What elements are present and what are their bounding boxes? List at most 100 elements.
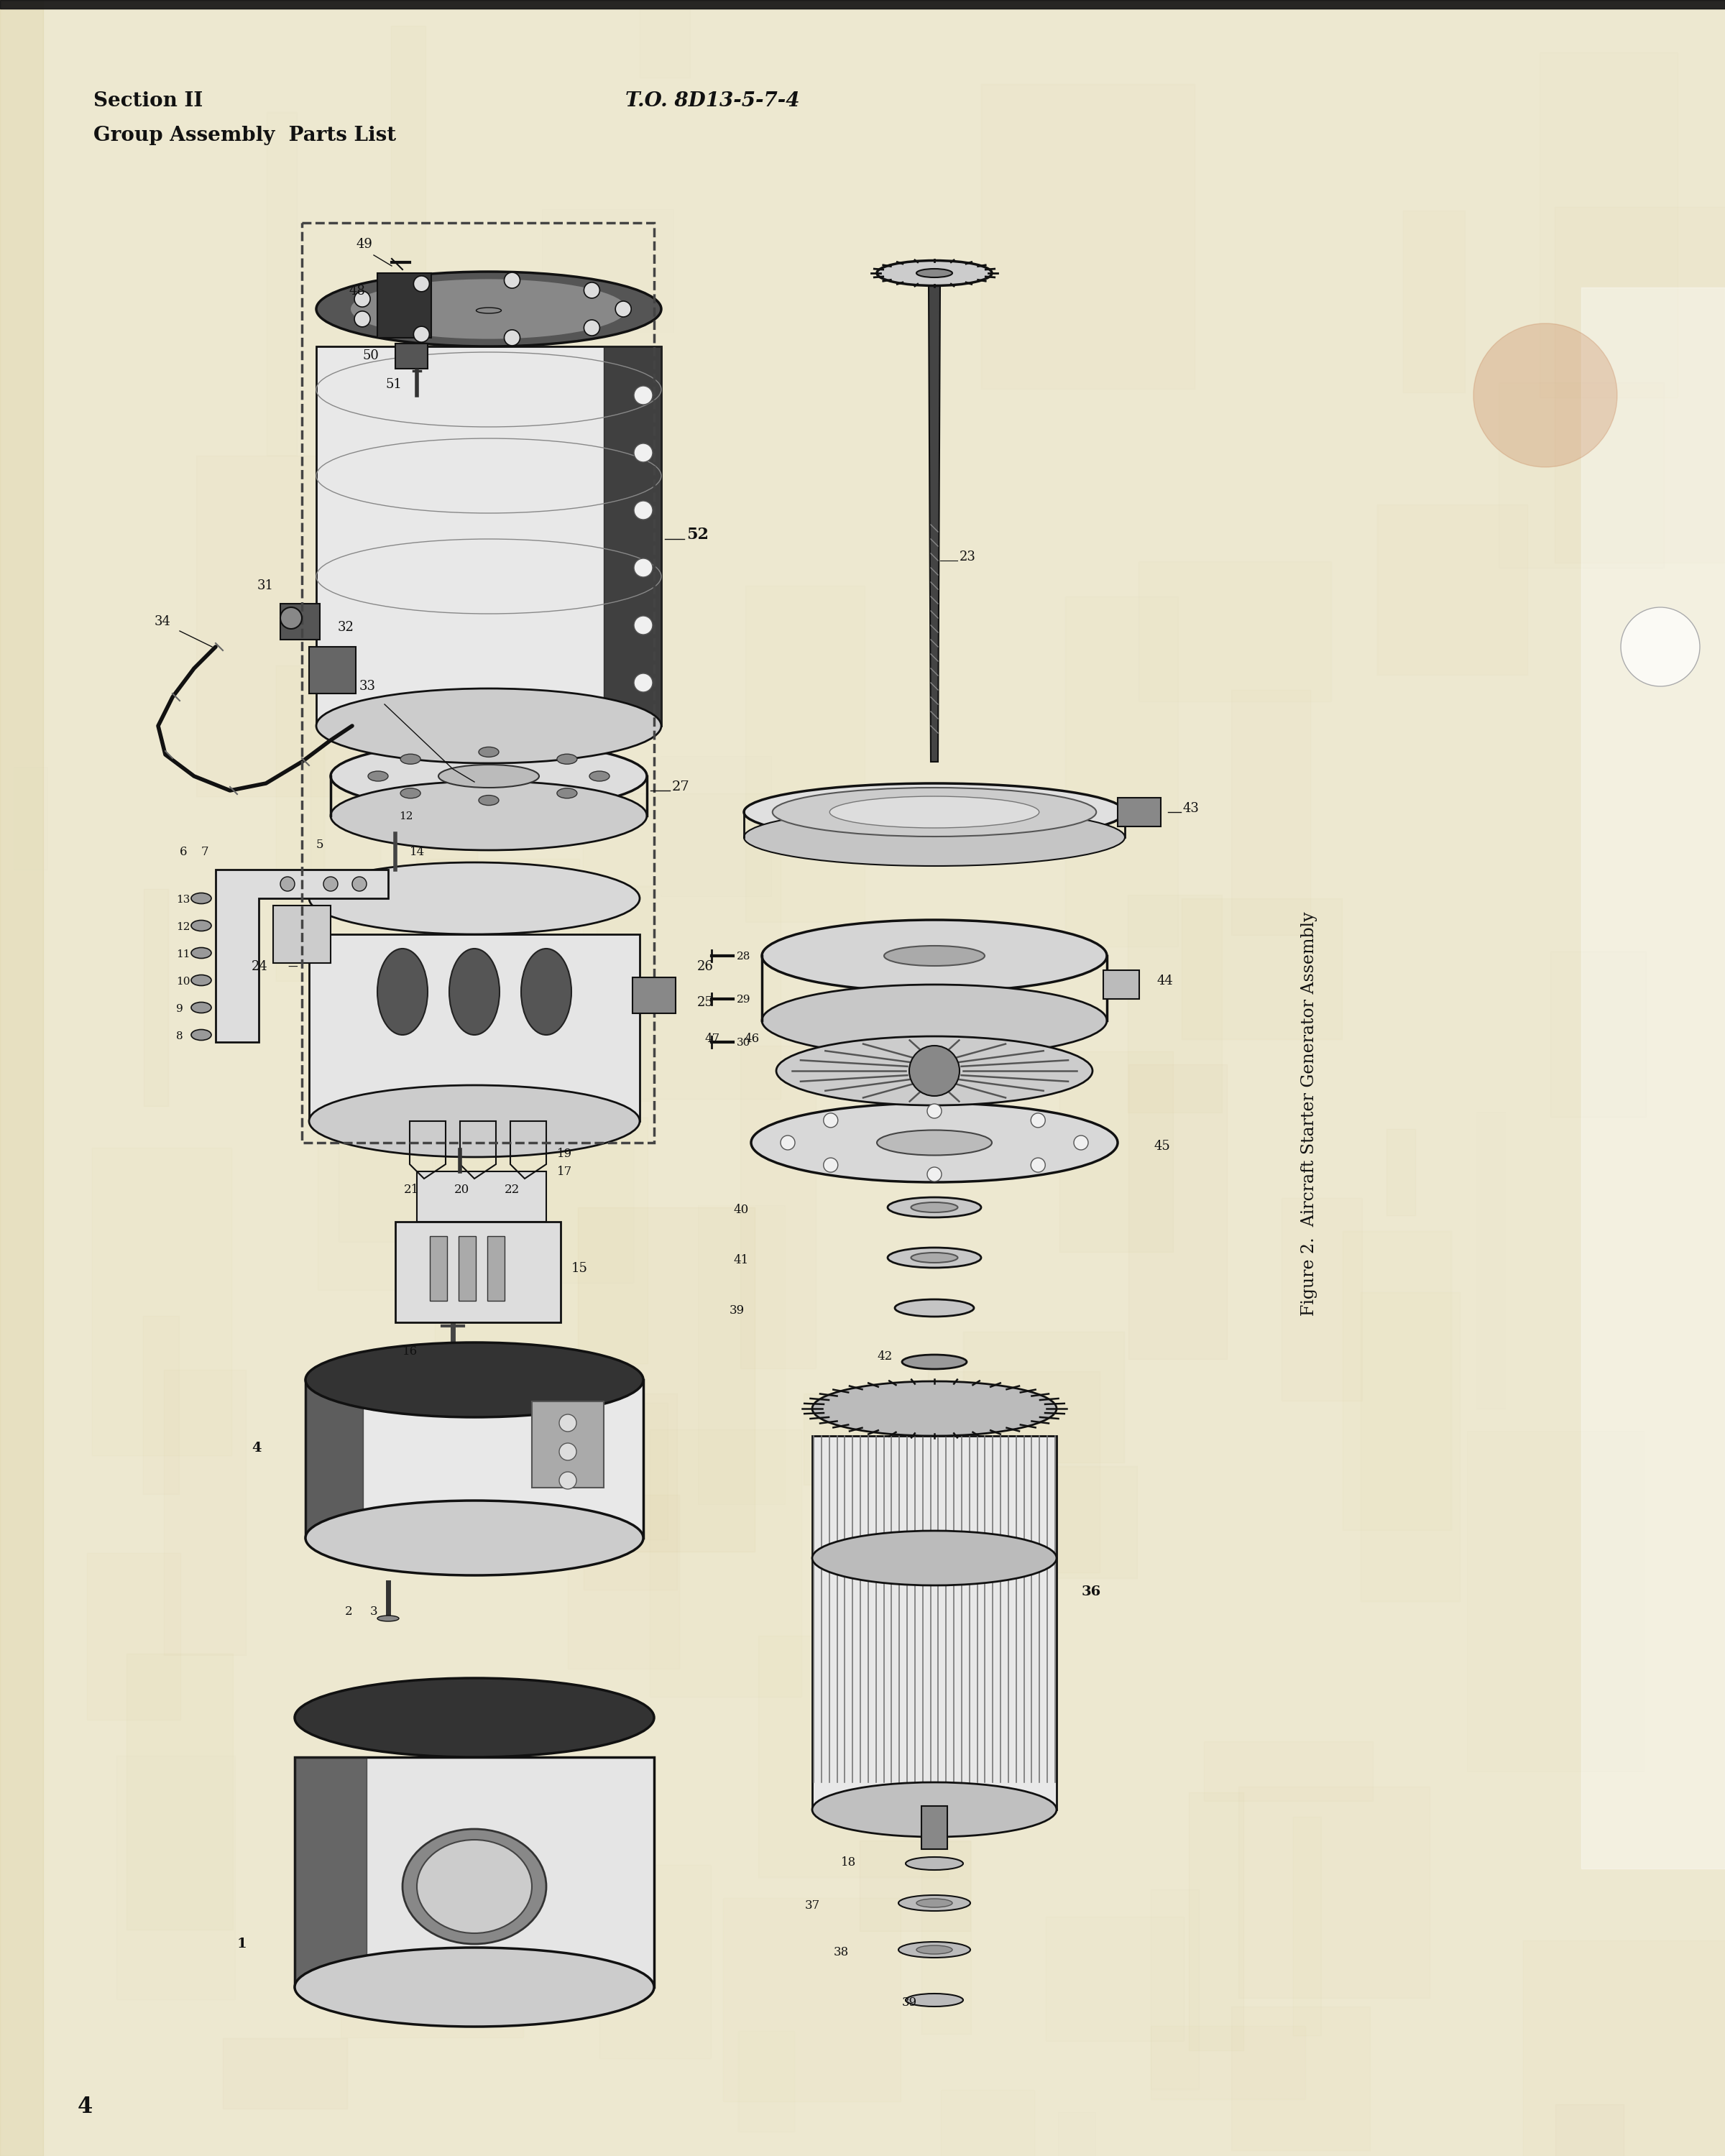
Bar	[1232, 690, 1311, 936]
Bar	[745, 586, 864, 923]
Circle shape	[279, 877, 295, 890]
Text: 51: 51	[385, 377, 402, 390]
Bar	[430, 1235, 447, 1300]
Text: 9: 9	[176, 1005, 183, 1013]
Bar	[1377, 505, 1527, 675]
Bar	[1151, 1889, 1199, 2089]
Ellipse shape	[350, 278, 626, 338]
Bar	[14, 768, 48, 869]
Text: 1: 1	[238, 1938, 247, 1951]
Bar	[392, 26, 426, 341]
Bar	[0, 0, 1725, 9]
Text: 12: 12	[176, 923, 190, 931]
Bar	[940, 2089, 1035, 2156]
Bar	[597, 886, 654, 1102]
Text: 25: 25	[697, 996, 714, 1009]
Bar	[723, 1897, 900, 2102]
Circle shape	[1032, 1158, 1045, 1173]
Ellipse shape	[417, 1839, 531, 1934]
Bar	[295, 1757, 654, 1988]
Bar	[126, 1654, 233, 1930]
Circle shape	[616, 302, 631, 317]
Text: 17: 17	[557, 1166, 573, 1177]
Ellipse shape	[750, 1104, 1118, 1181]
Bar	[1387, 1130, 1416, 1216]
Bar	[738, 2031, 795, 2132]
Bar	[279, 604, 319, 640]
Ellipse shape	[776, 1037, 1092, 1106]
Ellipse shape	[743, 783, 1125, 841]
Circle shape	[559, 1442, 576, 1460]
Ellipse shape	[895, 1300, 975, 1317]
Bar	[583, 793, 780, 1100]
Ellipse shape	[402, 1828, 547, 1945]
Ellipse shape	[476, 308, 502, 313]
Ellipse shape	[400, 755, 421, 763]
Bar	[395, 343, 428, 369]
Ellipse shape	[762, 921, 1107, 992]
Circle shape	[1032, 1112, 1045, 1128]
Bar	[1189, 1792, 1244, 2050]
Text: 8: 8	[176, 1031, 183, 1041]
Bar	[1138, 561, 1332, 701]
Text: 2: 2	[345, 1606, 352, 1617]
Bar	[1499, 382, 1665, 567]
Text: —: —	[288, 962, 297, 972]
Circle shape	[279, 608, 302, 630]
Bar	[633, 977, 676, 1013]
Bar	[276, 666, 324, 981]
Text: 15: 15	[571, 1261, 588, 1274]
Text: 34: 34	[155, 614, 171, 627]
Text: 4: 4	[78, 2096, 93, 2117]
Bar	[197, 455, 366, 796]
Ellipse shape	[888, 1248, 982, 1268]
Text: 24: 24	[252, 959, 267, 972]
Bar	[459, 1235, 476, 1300]
Ellipse shape	[305, 1343, 643, 1416]
Bar	[1239, 1787, 1430, 1999]
Bar	[1554, 2104, 1623, 2156]
Circle shape	[780, 1136, 795, 1149]
Text: 46: 46	[743, 1033, 759, 1046]
Bar	[1539, 52, 1677, 397]
Text: 49: 49	[355, 237, 373, 250]
Text: Group Assembly  Parts List: Group Assembly Parts List	[93, 125, 397, 144]
Bar	[223, 2037, 347, 2109]
Ellipse shape	[191, 921, 212, 931]
Ellipse shape	[773, 787, 1097, 837]
Ellipse shape	[916, 1899, 952, 1908]
Ellipse shape	[830, 796, 1038, 828]
Bar	[488, 1235, 505, 1300]
Text: 29: 29	[737, 994, 750, 1005]
Text: 43: 43	[1182, 802, 1199, 815]
Bar	[643, 1404, 668, 1539]
Circle shape	[585, 282, 600, 298]
Ellipse shape	[906, 1856, 963, 1869]
Bar	[921, 1841, 971, 2033]
Ellipse shape	[899, 1943, 969, 1958]
Bar	[1232, 2007, 1370, 2150]
Bar	[699, 1205, 785, 1505]
Bar	[757, 1636, 947, 1878]
Circle shape	[352, 877, 367, 890]
Bar	[1294, 1818, 1321, 2035]
Text: Figure 2.  Aircraft Starter Generator Assembly: Figure 2. Aircraft Starter Generator Ass…	[1301, 912, 1318, 1315]
Bar	[1059, 1052, 1173, 1253]
Bar	[1342, 1231, 1451, 1531]
Bar	[143, 1315, 179, 1494]
Bar	[1128, 1065, 1226, 1358]
Ellipse shape	[812, 1531, 1056, 1585]
Text: 44: 44	[1157, 975, 1173, 987]
Ellipse shape	[295, 1677, 654, 1757]
Text: 52: 52	[687, 526, 709, 543]
Text: 12: 12	[398, 811, 412, 821]
Bar	[266, 112, 297, 455]
Circle shape	[635, 386, 652, 405]
Ellipse shape	[557, 789, 578, 798]
Text: 45: 45	[1154, 1141, 1170, 1153]
Ellipse shape	[295, 1947, 654, 2027]
Ellipse shape	[888, 1197, 982, 1218]
Bar	[416, 731, 478, 1048]
Bar	[542, 209, 673, 332]
Ellipse shape	[743, 808, 1125, 867]
